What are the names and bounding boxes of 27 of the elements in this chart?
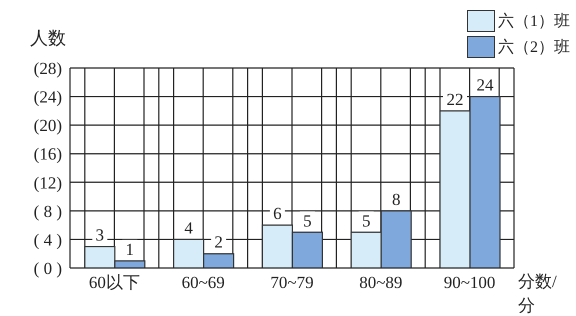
data-label: 5 xyxy=(303,211,312,230)
data-label: 5 xyxy=(362,211,370,230)
data-label: 22 xyxy=(446,90,464,109)
y-tick-label: (28) xyxy=(34,59,62,78)
data-label: 1 xyxy=(126,240,134,259)
y-axis-title: 人数 xyxy=(30,27,66,50)
y-tick-label: (20) xyxy=(34,116,62,136)
y-tick-label: ( 8 ) xyxy=(34,202,62,221)
x-tick-label: 60以下 xyxy=(88,273,140,292)
x-axis-title: 分数/分 xyxy=(518,271,558,316)
legend-label: 六（2）班 xyxy=(498,38,570,58)
data-label: 8 xyxy=(392,190,400,209)
data-label: 24 xyxy=(476,76,494,95)
y-tick-label: (24) xyxy=(34,88,62,107)
y-tick-label: ( 0 ) xyxy=(34,259,62,278)
y-tick-label: (12) xyxy=(34,173,62,192)
data-label: 6 xyxy=(273,204,282,224)
y-tick-label: ( 4 ) xyxy=(34,230,62,250)
x-tick-label: 70~79 xyxy=(270,273,314,292)
x-tick-label: 80~89 xyxy=(359,273,402,292)
data-label: 4 xyxy=(184,218,194,238)
legend-label: 六（1）班 xyxy=(498,12,570,32)
data-label: 2 xyxy=(214,232,223,252)
x-tick-label: 60~69 xyxy=(182,273,225,292)
y-tick-label: (16) xyxy=(34,144,62,164)
x-tick-label: 90~100 xyxy=(444,273,496,292)
data-label: 3 xyxy=(96,226,104,245)
